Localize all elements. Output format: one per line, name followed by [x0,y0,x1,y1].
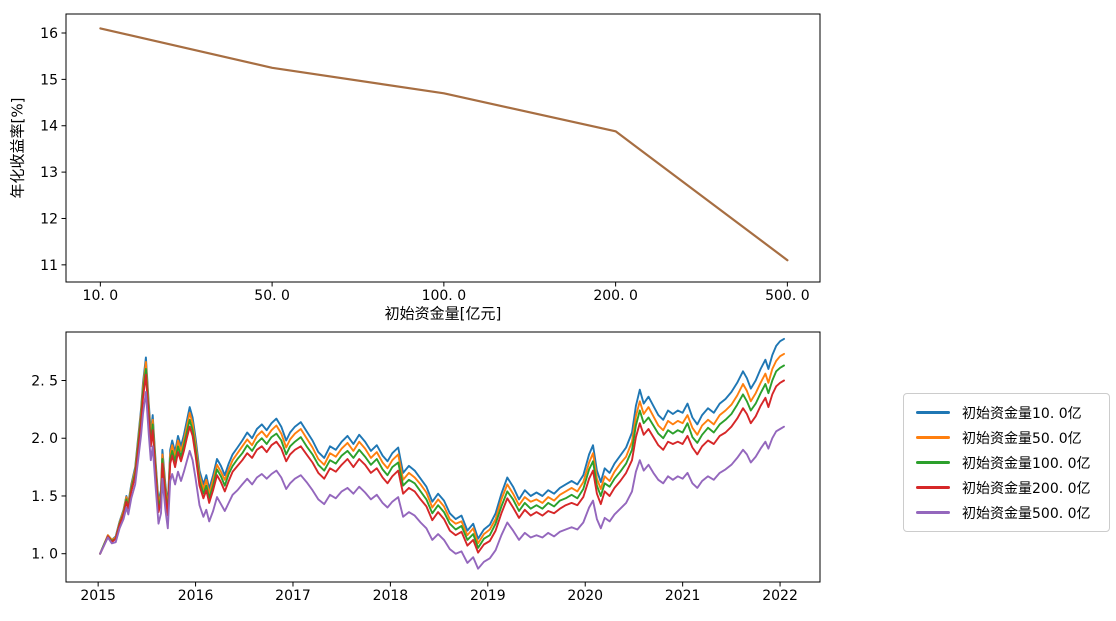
legend-item: 初始资金量500. 0亿 [916,503,1105,523]
legend-item: 初始资金量10. 0亿 [916,403,1105,423]
legend-item: 初始资金量200. 0亿 [916,478,1105,498]
bottom-x-tick-label: 2017 [275,588,311,604]
legend-line-swatch [916,461,950,464]
bottom-x-tick-label: 2021 [665,588,701,604]
bottom-y-tick-label: 2. 0 [31,431,58,447]
legend-label: 初始资金量100. 0亿 [962,455,1091,472]
series-line-2 [99,364,785,555]
bottom-x-tick-label: 2019 [470,588,506,604]
top-y-tick-label: 15 [40,72,58,88]
top-chart-y-axis-label: 年化收益率[%] [8,97,27,199]
bottom-x-tick-label: 2022 [762,588,798,604]
legend-label: 初始资金量500. 0亿 [962,505,1091,522]
bottom-x-tick-label: 2016 [178,588,214,604]
legend-label: 初始资金量10. 0亿 [962,405,1082,422]
legend-line-swatch [916,436,950,439]
top-x-tick-label: 100. 0 [422,288,467,304]
legend-line-swatch [916,486,950,489]
legend-box: 初始资金量10. 0亿 初始资金量50. 0亿 初始资金量100. 0亿 初始资金量2… [903,393,1110,532]
series-line-0 [99,337,785,555]
top-y-tick-label: 16 [40,26,58,42]
legend-label: 初始资金量50. 0亿 [962,430,1082,447]
bottom-y-tick-label: 2. 5 [31,373,58,389]
top-y-tick-label: 12 [40,211,58,227]
top-x-tick-label: 200. 0 [593,288,638,304]
top-axes-frame [65,13,821,283]
series-line-1 [99,352,785,555]
bottom-y-tick-label: 1. 0 [31,547,58,563]
top-y-tick-label: 11 [40,258,58,274]
legend-item: 初始资金量50. 0亿 [916,428,1105,448]
series-line-3 [99,373,785,555]
top-x-tick-label: 50. 0 [254,288,290,304]
top-chart-x-axis-label: 初始资金量[亿元] [384,304,502,323]
legend-line-swatch [916,411,950,414]
bottom-x-tick-label: 2018 [373,588,409,604]
top-series-line [99,27,789,262]
bottom-x-tick-label: 2020 [567,588,603,604]
legend-label: 初始资金量200. 0亿 [962,480,1091,497]
bottom-y-tick-label: 1. 5 [31,489,58,505]
top-x-tick-label: 500. 0 [765,288,810,304]
top-x-tick-label: 10. 0 [83,288,119,304]
bottom-x-tick-label: 2015 [80,588,116,604]
legend-line-swatch [916,511,950,514]
bottom-axes-frame [65,331,821,583]
series-line-4 [99,391,785,570]
legend-item: 初始资金量100. 0亿 [916,453,1105,473]
top-y-tick-label: 14 [40,119,58,135]
top-y-tick-label: 13 [40,165,58,181]
